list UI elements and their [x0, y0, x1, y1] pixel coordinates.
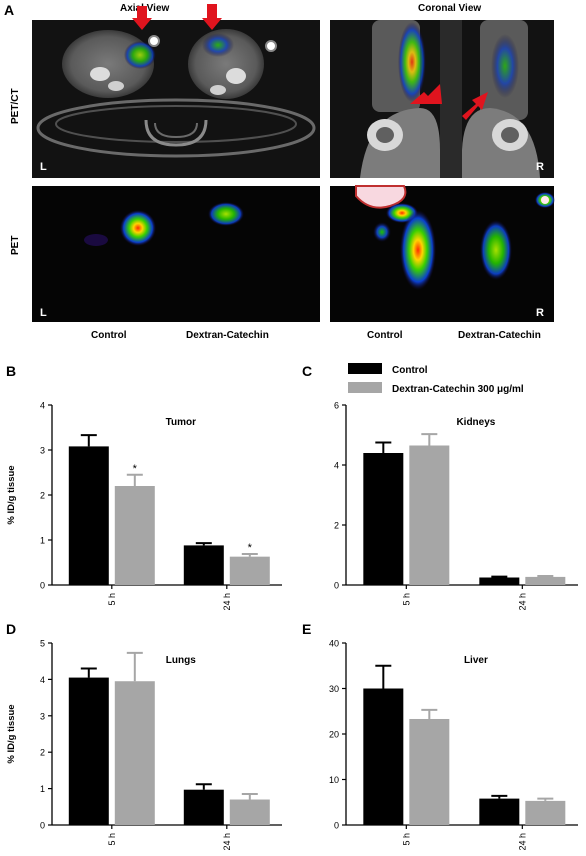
coronal-pet-image: R — [330, 185, 555, 322]
bar — [525, 576, 566, 585]
significance-marker: * — [133, 463, 138, 475]
y-tick-label: 4 — [40, 675, 45, 685]
group-label-control-coronal: Control — [367, 330, 403, 341]
y-tick-label: 2 — [334, 521, 339, 531]
chart-b: 0 1 2 3 4 % ID/g tissue Tumor * 5 h * 24 h — [6, 401, 282, 611]
legend-swatch-control — [348, 363, 382, 374]
axial-left-marker: L — [40, 161, 47, 173]
panel-label-d: D — [6, 621, 16, 637]
x-tick-label: 5 h — [107, 593, 117, 606]
axial-pet-image: L — [32, 186, 320, 322]
group-label-dextran-axial: Dextran-Catechin — [186, 330, 269, 341]
y-tick-label: 1 — [40, 784, 45, 794]
x-tick-label: 5 h — [401, 593, 411, 606]
y-tick-label: 4 — [334, 461, 339, 471]
chart-title: Liver — [464, 655, 488, 666]
chart-c: 0 2 4 6 Kidneys 5 h 24 h — [334, 401, 578, 611]
bar-charts: 0 1 2 3 4 % ID/g tissue Tumor * 5 h * 24 h 0 2 4 6 Kidn… — [6, 401, 578, 851]
coronal-right-marker: R — [536, 161, 544, 173]
chart-title: Kidneys — [456, 417, 495, 428]
y-tick-label: 40 — [329, 639, 339, 649]
y-tick-label: 6 — [334, 401, 339, 411]
row-label-petct: PET/CT — [10, 88, 21, 124]
y-tick-label: 3 — [40, 711, 45, 721]
y-tick-label: 5 — [40, 639, 45, 649]
y-tick-label: 3 — [40, 446, 45, 456]
bar — [229, 799, 270, 825]
bar — [183, 545, 224, 585]
bar — [525, 800, 566, 825]
row-label-pet: PET — [10, 236, 21, 255]
group-label-control-axial: Control — [91, 330, 127, 341]
bar — [114, 486, 155, 585]
chart-title: Lungs — [166, 655, 196, 666]
coronal-petct-image: R — [330, 20, 554, 178]
bar — [114, 681, 155, 825]
y-tick-label: 4 — [40, 401, 45, 411]
legend-label-dextran: Dextran-Catechin 300 μg/ml — [392, 384, 524, 395]
y-tick-label: 2 — [40, 748, 45, 758]
panel-label-a: A — [4, 2, 14, 18]
bar — [479, 798, 520, 825]
y-tick-label: 0 — [334, 821, 339, 831]
pet-left-marker: L — [40, 307, 47, 319]
coronal-view-title: Coronal View — [418, 3, 481, 14]
legend: Control Dextran-Catechin 300 μg/ml — [348, 363, 524, 395]
panel-label-c: C — [302, 363, 312, 379]
bar — [183, 789, 224, 825]
significance-marker: * — [248, 542, 253, 554]
y-tick-label: 0 — [40, 821, 45, 831]
panel-label-e: E — [302, 621, 311, 637]
chart-title: Tumor — [166, 417, 196, 428]
x-tick-label: 5 h — [107, 833, 117, 846]
coronal-pet-right-marker: R — [536, 307, 544, 319]
bar — [363, 688, 404, 825]
x-tick-label: 24 h — [517, 833, 527, 851]
y-tick-label: 1 — [40, 536, 45, 546]
x-tick-label: 24 h — [222, 593, 232, 611]
y-tick-label: 20 — [329, 730, 339, 740]
bar — [363, 453, 404, 585]
bar — [68, 677, 109, 825]
bar — [68, 446, 109, 585]
chart-d: 0 1 2 3 4 5 % ID/g tissue Lungs 5 h 24 h — [6, 639, 282, 851]
y-tick-label: 10 — [329, 775, 339, 785]
group-label-dextran-coronal: Dextran-Catechin — [458, 330, 541, 341]
bar — [229, 556, 270, 585]
bar — [409, 445, 450, 585]
legend-label-control: Control — [392, 365, 428, 376]
y-axis-label: % ID/g tissue — [6, 465, 17, 524]
x-tick-label: 24 h — [517, 593, 527, 611]
chart-e: 0 10 20 30 40 Liver 5 h 24 h — [329, 639, 578, 851]
x-tick-label: 5 h — [401, 833, 411, 846]
y-tick-label: 0 — [40, 581, 45, 591]
y-tick-label: 0 — [334, 581, 339, 591]
x-tick-label: 24 h — [222, 833, 232, 851]
axial-petct-image: L — [32, 4, 320, 178]
panel-label-b: B — [6, 363, 16, 379]
y-tick-label: 2 — [40, 491, 45, 501]
y-axis-label: % ID/g tissue — [6, 704, 17, 763]
legend-swatch-dextran — [348, 382, 382, 393]
bar — [409, 718, 450, 825]
bar — [479, 577, 520, 585]
y-tick-label: 30 — [329, 684, 339, 694]
